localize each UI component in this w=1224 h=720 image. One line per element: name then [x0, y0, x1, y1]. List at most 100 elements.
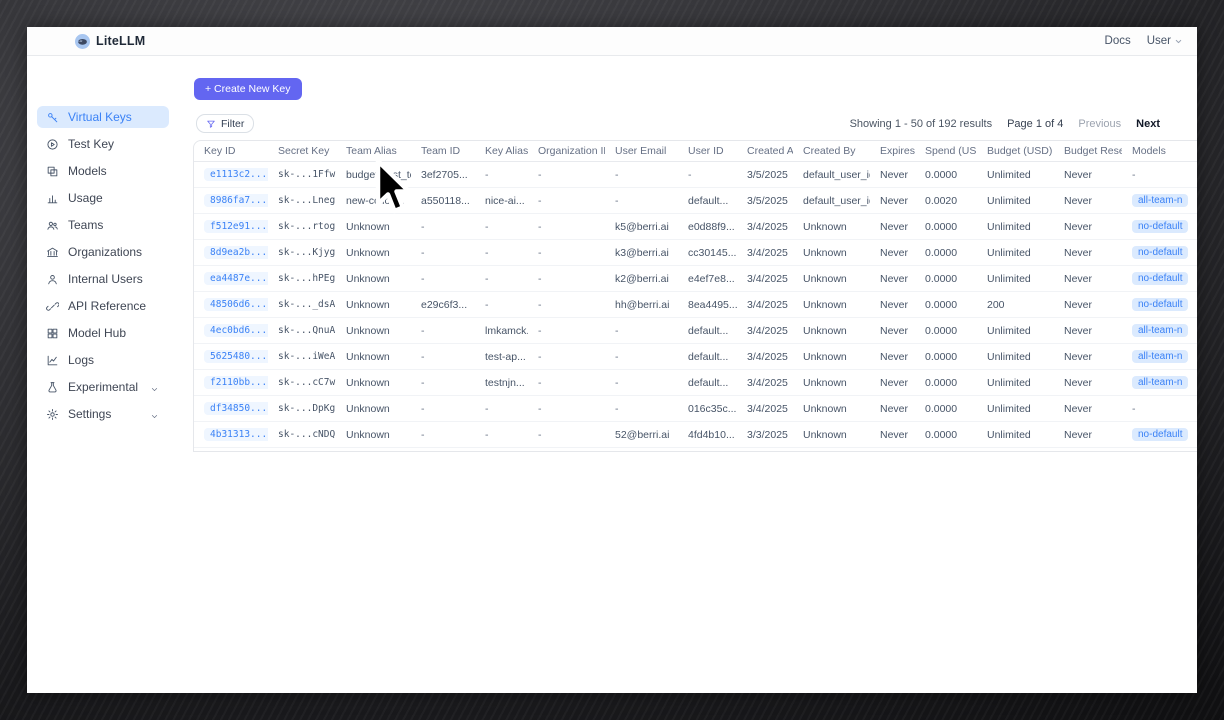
sidebar-item-model-hub[interactable]: Model Hub: [37, 322, 169, 344]
models-badge: all-team-n: [1132, 376, 1189, 389]
table-cell: Never: [880, 220, 909, 233]
next-page-button[interactable]: Next: [1136, 117, 1160, 130]
table-row[interactable]: f2110bb... sk-...cC7w Unknown - testnjn... - -…: [194, 370, 1197, 396]
previous-page-button[interactable]: Previous: [1078, 117, 1122, 130]
sidebar-item-label: Internal Users: [68, 272, 143, 286]
table-cell: -: [485, 402, 489, 415]
table-row[interactable]: e1113c2... sk-...1Ffw budget_test_team 3ef2…: [194, 162, 1197, 188]
models-badge: all-team-n: [1132, 350, 1189, 363]
table-row[interactable]: 48506d6... sk-..._dsA Unknown e29c6f3... - - h…: [194, 292, 1197, 318]
table-cell: Unknown: [346, 246, 390, 259]
table-cell: Unknown: [803, 324, 847, 337]
table-cell: -: [538, 324, 542, 337]
sidebar-item-settings[interactable]: Settings: [37, 403, 169, 425]
table-cell: default...: [688, 324, 729, 337]
sidebar-item-label: Settings: [68, 407, 112, 421]
key-id-pill[interactable]: 4ec0bd6...: [204, 324, 268, 337]
filter-button[interactable]: Filter: [196, 114, 255, 133]
table-row[interactable]: 4b31313... sk-...cNDQ Unknown - - - 52@berri.a…: [194, 422, 1197, 448]
keys-table: Key ID Secret Key Team Alias Team ID Key Ali…: [193, 140, 1197, 452]
key-id-pill[interactable]: 4b31313...: [204, 428, 268, 441]
sidebar-item-experimental[interactable]: Experimental: [37, 376, 169, 398]
table-cell: -: [615, 324, 619, 337]
table-cell: -: [421, 272, 425, 285]
table-row[interactable]: ea4487e... sk-...hPEg Unknown - - - k2@berri.a…: [194, 266, 1197, 292]
table-cell: -: [538, 194, 542, 207]
table-cell: default_user_id: [803, 194, 870, 207]
table-row[interactable]: df34850... sk-...DpKg Unknown - - - - 016c35c..…: [194, 396, 1197, 422]
table-cell: -: [538, 220, 542, 233]
table-row[interactable]: 4db0218...sk-...F300Unknown---p8@berri.a…: [194, 448, 1197, 451]
table-cell: 0.0000: [925, 220, 958, 233]
table-cell: k3@berri.ai: [615, 246, 669, 259]
blocks-icon: [47, 166, 58, 176]
table-row[interactable]: f512e91... sk-...rtog Unknown - - - k5@berri.a…: [194, 214, 1197, 240]
table-cell: -: [485, 428, 489, 441]
table-cell: -: [615, 350, 619, 363]
table-cell: default...: [688, 350, 729, 363]
table-row[interactable]: 4ec0bd6...sk-...QnuAUnknown-lmkamck...--…: [194, 318, 1197, 344]
docs-link[interactable]: Docs: [1104, 35, 1131, 47]
table-cell: Unknown: [803, 272, 847, 285]
secret-key-cell: sk-...iWeA: [278, 351, 336, 362]
sidebar-item-label: Model Hub: [68, 326, 127, 340]
key-id-pill[interactable]: 5625480...: [204, 350, 268, 363]
column-header: User Email: [615, 145, 667, 157]
table-cell: Unlimited: [987, 376, 1031, 389]
models-cell: all-team-n: [1122, 350, 1197, 363]
sidebar-item-logs[interactable]: Logs: [37, 349, 169, 371]
table-cell: Unlimited: [987, 194, 1031, 207]
models-badge: all-team-n: [1132, 194, 1189, 207]
brand: LiteLLM: [27, 33, 145, 49]
table-cell: Unknown: [803, 220, 847, 233]
table-cell: Never: [1064, 428, 1093, 441]
sidebar-item-test-key[interactable]: Test Key: [37, 133, 169, 155]
chevron-down-icon: [151, 414, 158, 418]
user-icon: [48, 274, 57, 284]
table-row[interactable]: 8986fa7... sk-...Lneg new-collou... a550118…: [194, 188, 1197, 214]
key-id-pill[interactable]: 48506d6...: [204, 298, 268, 311]
table-cell: 4fd4b10...: [688, 428, 735, 441]
key-id-pill[interactable]: e1113c2...: [204, 168, 268, 181]
app-window: LiteLLM Docs User Virtual Keys Test Key Mo…: [27, 27, 1197, 693]
create-new-key-button[interactable]: + Create New Key: [194, 78, 302, 100]
chevron-down-icon: [1175, 39, 1182, 43]
table-cell: -: [538, 350, 542, 363]
table-cell: Never: [1064, 168, 1093, 181]
key-id-pill[interactable]: 8986fa7...: [204, 194, 268, 207]
sidebar-item-models[interactable]: Models: [37, 160, 169, 182]
key-id-pill[interactable]: ea4487e...: [204, 272, 268, 285]
secret-key-cell: sk-...1Ffw: [278, 169, 336, 180]
key-id-pill[interactable]: f512e91...: [204, 220, 268, 233]
sidebar-item-teams[interactable]: Teams: [37, 214, 169, 236]
table-cell: -: [485, 220, 489, 233]
table-cell: 0.0000: [925, 428, 958, 441]
play-circle-icon: [47, 138, 58, 150]
sidebar-item-virtual-keys[interactable]: Virtual Keys: [37, 106, 169, 128]
table-cell: Never: [1064, 350, 1093, 363]
secret-key-cell: sk-...rtog: [278, 221, 336, 232]
table-cell: 3/4/2025: [747, 220, 788, 233]
table-cell: 3/4/2025: [747, 402, 788, 415]
key-id-pill[interactable]: f2110bb...: [204, 376, 268, 389]
table-cell: 3/4/2025: [747, 350, 788, 363]
table-row[interactable]: 5625480... sk-...iWeA Unknown - test-ap... - -…: [194, 344, 1197, 370]
sidebar-item-internal-users[interactable]: Internal Users: [37, 268, 169, 290]
table-cell: hh@berri.ai: [615, 298, 670, 311]
column-header: Expires: [880, 145, 915, 157]
user-menu[interactable]: User: [1147, 35, 1183, 47]
table-cell: Never: [1064, 220, 1093, 233]
sidebar-item-api-reference[interactable]: API Reference: [37, 295, 169, 317]
table-row[interactable]: 8d9ea2b... sk-...Kjyg Unknown - - - k3@berri.a…: [194, 240, 1197, 266]
key-id-cell: 48506d6...: [194, 298, 268, 311]
table-cell: k5@berri.ai: [615, 220, 669, 233]
sidebar-item-organizations[interactable]: Organizations: [37, 241, 169, 263]
table-cell: 0.0000: [925, 298, 958, 311]
key-id-pill[interactable]: df34850...: [204, 402, 268, 415]
table-cell: Never: [880, 272, 909, 285]
table-cell: 0.0000: [925, 168, 958, 181]
table-cell: lmkamck...: [485, 324, 528, 337]
sidebar-item-usage[interactable]: Usage: [37, 187, 169, 209]
column-header: Organization ID: [538, 145, 605, 157]
key-id-pill[interactable]: 8d9ea2b...: [204, 246, 268, 259]
